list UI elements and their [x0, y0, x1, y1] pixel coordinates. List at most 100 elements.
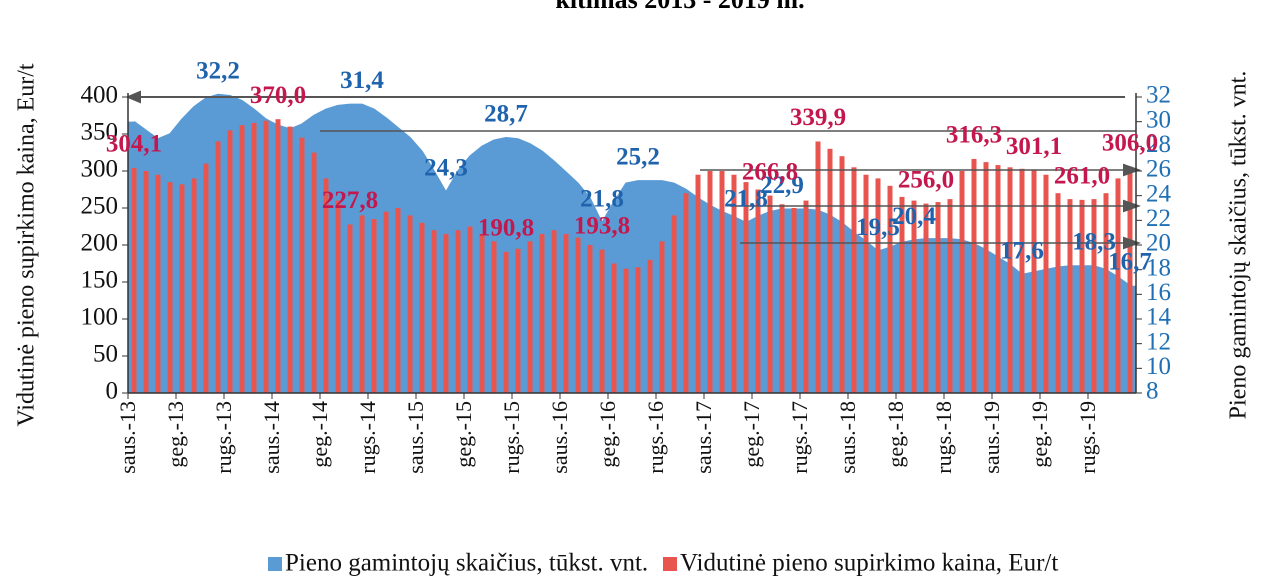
- bar: [239, 125, 245, 394]
- arrow-head: [125, 90, 141, 104]
- bar: [575, 237, 581, 393]
- bar: [491, 241, 497, 393]
- bar: [935, 202, 941, 393]
- y2-tick-label: 18: [1146, 254, 1171, 281]
- bar: [827, 148, 833, 393]
- data-label: 20,4: [892, 203, 936, 230]
- bar: [1091, 199, 1097, 393]
- bar: [395, 208, 401, 393]
- bar: [851, 167, 857, 393]
- data-label: 21,8: [580, 186, 624, 213]
- y2-tick-label: 24: [1146, 180, 1172, 207]
- y-tick-label: 100: [81, 304, 119, 331]
- bar: [755, 189, 761, 393]
- data-label: 316,3: [946, 122, 1002, 149]
- bar: [287, 126, 293, 393]
- bar: [995, 165, 1001, 393]
- data-label: 28,7: [484, 100, 528, 127]
- bar: [899, 196, 905, 393]
- y2-tick-label: 10: [1146, 353, 1171, 380]
- x-tick-label: geg.-14: [307, 401, 332, 468]
- y-tick-label: 350: [81, 119, 119, 146]
- bar: [191, 178, 197, 393]
- bar: [311, 152, 317, 393]
- y-tick-label: 0: [106, 378, 119, 405]
- x-tick-label: rugs.-19: [1075, 401, 1100, 474]
- bar: [167, 182, 173, 393]
- bar: [215, 141, 221, 393]
- y2-tick-label: 20: [1146, 230, 1171, 257]
- x-tick-label: saus.-13: [115, 401, 140, 474]
- y-tick-label: 300: [81, 156, 119, 183]
- bar: [551, 230, 557, 393]
- area-fill: [128, 94, 1136, 394]
- arrow-head: [1123, 236, 1141, 250]
- bar: [251, 122, 257, 394]
- x-tick-label: saus.-19: [979, 401, 1004, 474]
- x-tick-label: geg.-18: [883, 401, 908, 468]
- data-label: 17,6: [1000, 237, 1044, 264]
- bar: [719, 171, 725, 393]
- data-label: 22,9: [760, 172, 804, 199]
- y2-tick-label: 32: [1146, 82, 1171, 109]
- data-label: 24,3: [424, 155, 468, 182]
- y-tick-label: 50: [93, 341, 118, 368]
- bar: [479, 233, 485, 393]
- bar: [539, 233, 545, 393]
- x-tick-label: rugs.-17: [787, 401, 812, 474]
- trend-arrows: [125, 90, 1141, 250]
- x-tick-label: geg.-16: [595, 401, 620, 468]
- data-label: 193,8: [574, 212, 630, 239]
- bar: [227, 130, 233, 394]
- bar: [131, 167, 137, 393]
- bar: [803, 200, 809, 393]
- y2-tick-label: 22: [1146, 205, 1171, 232]
- bar: [431, 230, 437, 393]
- bar: [971, 158, 977, 393]
- bar: [419, 222, 425, 393]
- bar: [155, 174, 161, 393]
- bar: [887, 185, 893, 393]
- bar: [623, 268, 629, 393]
- y2-axis-label: Pieno gamintojų skaičius, tūkst. vnt.: [1226, 71, 1252, 420]
- bar: [947, 199, 953, 393]
- x-tick-label: geg.-19: [1027, 401, 1052, 468]
- bar: [515, 248, 521, 393]
- chart-title: kitimas 2013 - 2019 m.: [555, 0, 804, 14]
- arrow-head: [1123, 199, 1141, 213]
- x-tick-label: rugs.-13: [211, 401, 236, 474]
- arrow-head: [1123, 163, 1141, 177]
- data-label: 227,8: [322, 187, 378, 214]
- data-label: 261,0: [1054, 163, 1110, 190]
- bar: [1079, 199, 1085, 393]
- bar: [275, 119, 281, 393]
- bar: [407, 215, 413, 393]
- x-tick-label: geg.-15: [451, 401, 476, 468]
- bar: [335, 200, 341, 393]
- x-tick-label: rugs.-14: [355, 401, 380, 474]
- data-label: 18,3: [1072, 229, 1116, 256]
- data-label: 21,8: [724, 186, 768, 213]
- x-tick-label: saus.-16: [547, 401, 572, 474]
- bar: [731, 174, 737, 393]
- x-tick-label: saus.-14: [259, 401, 284, 474]
- bar: [683, 193, 689, 393]
- bar: [779, 204, 785, 393]
- bar: [635, 267, 641, 393]
- y2-tick-label: 30: [1146, 106, 1171, 133]
- bar: [371, 219, 377, 393]
- y-tick-label: 250: [81, 193, 119, 220]
- bar: [923, 203, 929, 393]
- y-tick-label: 400: [81, 82, 119, 109]
- bar: [599, 249, 605, 393]
- bar: [143, 171, 149, 393]
- bar: [983, 162, 989, 393]
- bar: [443, 233, 449, 393]
- bar: [671, 215, 677, 393]
- data-label: 370,0: [250, 82, 306, 109]
- bar: [695, 174, 701, 393]
- y2-tick-label: 26: [1146, 156, 1171, 183]
- data-label: 19,5: [856, 214, 900, 241]
- y2-tick-label: 16: [1146, 279, 1171, 306]
